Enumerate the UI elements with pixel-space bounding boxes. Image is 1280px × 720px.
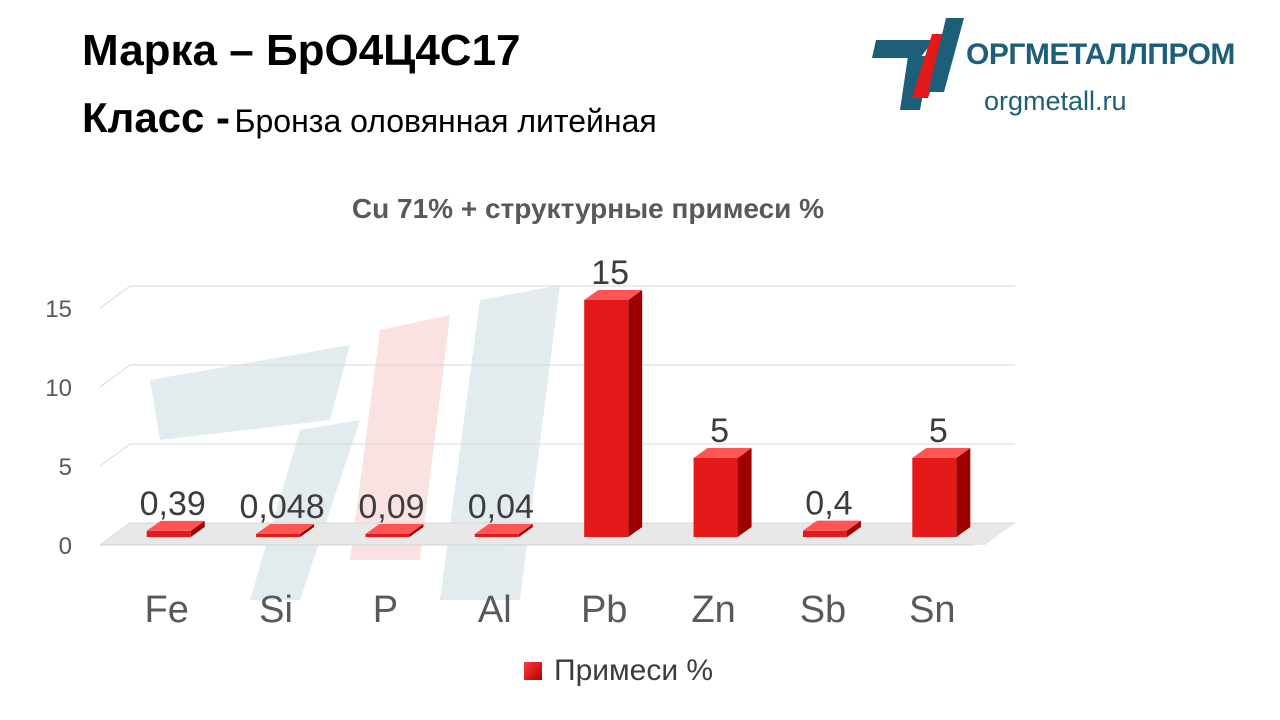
class-line: Класс - Бронза оловянная литейная <box>82 94 657 142</box>
data-label: 15 <box>591 254 629 292</box>
x-tick-label: Si <box>259 589 293 631</box>
bar-side <box>518 524 533 537</box>
grid-line <box>99 364 1015 388</box>
bar-top <box>256 524 315 534</box>
bar-top <box>693 448 752 458</box>
bar-top <box>912 448 971 458</box>
chart-title: Cu 71% + структурные примеси % <box>352 193 824 224</box>
bar <box>693 458 738 537</box>
bar-side <box>628 290 643 537</box>
x-tick-label: Sb <box>800 589 846 631</box>
watermark-logo <box>150 285 560 600</box>
y-tick-label: 5 <box>59 454 72 481</box>
data-label: 5 <box>929 412 948 450</box>
x-tick-label: Pb <box>581 589 627 631</box>
bar-side <box>190 520 205 537</box>
y-tick-label: 0 <box>59 533 72 560</box>
x-tick-label: Fe <box>145 589 189 631</box>
bar-top <box>146 520 205 531</box>
grade-value: БрО4Ц4С17 <box>265 26 521 75</box>
logo-name: ОРГМЕТАЛЛПРОМ <box>966 38 1235 71</box>
bar-top <box>584 290 643 300</box>
bar <box>802 530 847 537</box>
logo-emblem <box>872 18 964 110</box>
bar-side <box>300 524 315 537</box>
bar <box>146 530 191 537</box>
data-label: 5 <box>710 412 729 450</box>
data-label: 0,04 <box>468 488 534 526</box>
data-label: 0,39 <box>140 485 206 523</box>
y-tick-label: 15 <box>45 296 72 323</box>
bar <box>584 300 629 537</box>
legend-swatch <box>524 662 542 680</box>
bar <box>256 534 301 537</box>
grade-separator: – <box>229 26 254 75</box>
bar-side <box>846 520 861 537</box>
data-label: 0,4 <box>805 485 852 523</box>
bar-top <box>802 520 861 531</box>
bar-top <box>365 524 424 534</box>
x-tick-label: P <box>373 589 398 631</box>
data-label: 0,09 <box>358 488 424 526</box>
x-tick-label: Sn <box>909 589 955 631</box>
grid-line <box>99 443 1015 467</box>
bar-top <box>474 524 533 534</box>
grade-line: Марка – БрО4Ц4С17 <box>82 26 521 76</box>
bar-side <box>956 448 971 537</box>
data-label: 0,048 <box>240 488 325 526</box>
logo-url[interactable]: orgmetall.ru <box>984 86 1127 116</box>
bar <box>912 458 957 537</box>
bar-side <box>409 524 424 537</box>
chart-floor <box>100 523 1015 545</box>
grid-line <box>99 285 1015 309</box>
chart-legend: Примеси % <box>524 654 713 688</box>
bar-side <box>737 448 752 537</box>
bar <box>474 534 519 537</box>
bar <box>365 534 410 537</box>
x-tick-label: Al <box>478 589 512 631</box>
y-tick-label: 10 <box>45 375 72 402</box>
legend-label: Примеси % <box>554 654 714 687</box>
x-tick-label: Zn <box>691 589 735 631</box>
class-label: Класс - <box>82 94 231 141</box>
class-value: Бронза оловянная литейная <box>234 103 657 139</box>
grade-label: Марка <box>82 26 218 75</box>
